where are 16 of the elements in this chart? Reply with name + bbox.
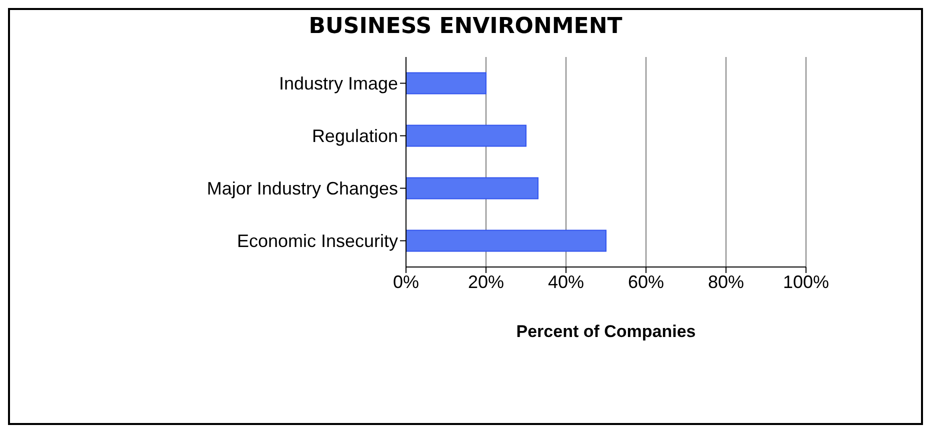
y-tick-label: Industry Image — [278, 74, 398, 94]
chart-title: BUSINESS ENVIRONMENT — [308, 14, 622, 39]
bar — [406, 230, 606, 252]
x-tick-label: 40% — [547, 272, 584, 292]
x-tick-label: 20% — [467, 272, 504, 292]
bar — [406, 124, 526, 147]
y-tick-label: Major Industry Changes — [206, 178, 398, 199]
x-tick-label: 0% — [392, 272, 419, 292]
x-tick-label: 60% — [627, 272, 664, 292]
x-axis-title: Percent of Companies — [516, 322, 696, 341]
bar — [406, 72, 486, 94]
x-tick-label: 100% — [782, 272, 829, 292]
bar — [406, 177, 538, 200]
y-tick-label: Economic Insecurity — [236, 231, 398, 252]
y-tick-label: Regulation — [311, 126, 398, 146]
x-tick-label: 80% — [707, 272, 744, 292]
